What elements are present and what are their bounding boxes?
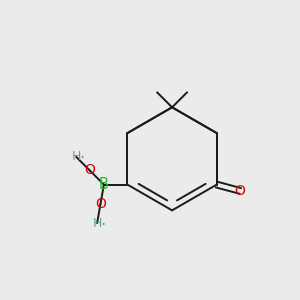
Text: B: B: [99, 177, 109, 192]
Text: O: O: [95, 197, 106, 211]
Text: H: H: [92, 217, 102, 230]
Text: O: O: [84, 164, 95, 177]
Text: ·: ·: [79, 149, 84, 167]
Text: H: H: [71, 150, 81, 164]
Text: ·: ·: [100, 216, 105, 234]
Text: O: O: [235, 184, 245, 198]
